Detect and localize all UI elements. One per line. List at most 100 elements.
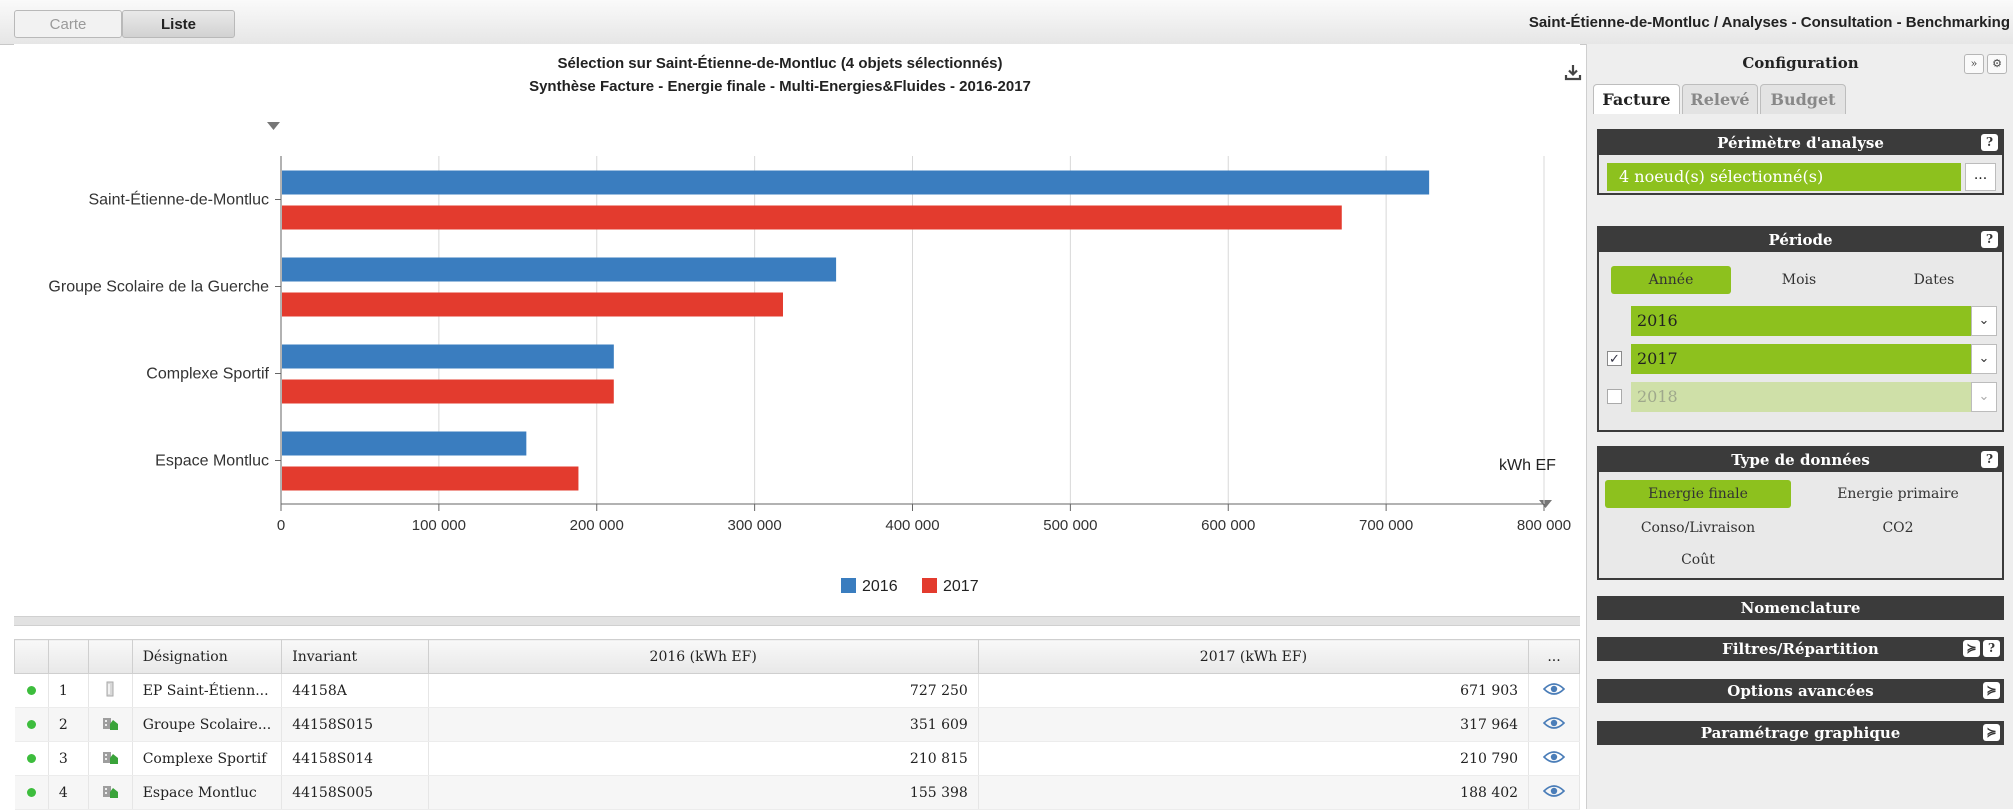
row-value-2017: 188 402: [978, 775, 1530, 810]
table-row[interactable]: 3 Complexe Sportif 44158S014 210 815 210 790: [14, 741, 1580, 776]
period-option-dates[interactable]: Dates: [1913, 272, 1955, 288]
status-dot: [14, 741, 49, 776]
help-icon[interactable]: ?: [1983, 640, 2000, 657]
type-option-conso-livraison[interactable]: Conso/Livraison: [1640, 520, 1756, 536]
expand-icon[interactable]: ≽: [1983, 724, 2000, 741]
col-designation[interactable]: Désignation: [131, 639, 283, 674]
year-row-2017: ✓ 2017 ⌄: [1607, 344, 1997, 374]
building-icon: [88, 775, 133, 810]
perimetre-selection[interactable]: 4 noeud(s) sélectionné(s): [1607, 163, 1961, 191]
row-index: 1: [48, 673, 89, 708]
legend-swatch-2016: [841, 578, 856, 593]
bar-2017-3[interactable]: [282, 466, 579, 491]
section-filtres-repartition[interactable]: Filtres/Répartition ≽ ?: [1597, 637, 2004, 661]
year-select-2018: 2018: [1631, 382, 1971, 412]
year-checkbox-2017[interactable]: ✓: [1607, 351, 1622, 367]
type-option-cout[interactable]: Coût: [1681, 552, 1715, 568]
download-icon[interactable]: [1562, 62, 1584, 84]
status-dot: [14, 775, 49, 810]
configuration-panel: Configuration » ⚙ Facture Relevé Budget …: [1586, 44, 2013, 809]
legend-label-2016[interactable]: 2016: [862, 578, 898, 595]
section-nomenclature[interactable]: Nomenclature: [1597, 596, 2004, 620]
perimetre-title: Périmètre d'analyse: [1717, 134, 1884, 152]
tab-facture[interactable]: Facture: [1593, 84, 1680, 114]
year-row-2016: 2016 ⌄: [1607, 306, 1997, 336]
period-option-mois[interactable]: Mois: [1781, 272, 1817, 288]
chevron-down-icon[interactable]: ⌄: [1971, 344, 1997, 374]
section-parametrage-graphique[interactable]: Paramétrage graphique ≽: [1597, 721, 2004, 745]
period-option-annee[interactable]: Année: [1611, 266, 1731, 294]
status-dot: [14, 707, 49, 742]
perimetre-header[interactable]: Périmètre d'analyse ?: [1599, 131, 2002, 155]
top-bar: Carte Liste Saint-Étienne-de-Montluc / A…: [0, 0, 2013, 45]
periode-header[interactable]: Période ?: [1599, 228, 2002, 252]
row-value-2017: 210 790: [978, 741, 1530, 776]
x-tick-label: 600 000: [1201, 517, 1255, 534]
help-icon[interactable]: ?: [1981, 134, 1998, 151]
type-option-energie-primaire[interactable]: Energie primaire: [1837, 486, 1959, 502]
row-value-2016: 210 815: [428, 741, 979, 776]
settings-icon[interactable]: ⚙: [1987, 54, 2007, 74]
row-value-2017: 671 903: [978, 673, 1530, 708]
help-icon[interactable]: ?: [1981, 231, 1998, 248]
section-options-avancees[interactable]: Options avancées ≽: [1597, 679, 2004, 703]
chevron-down-icon: ⌄: [1971, 382, 1997, 412]
col-invariant[interactable]: Invariant: [281, 639, 429, 674]
type-option-co2[interactable]: CO2: [1882, 520, 1914, 536]
perimetre-more-button[interactable]: ...: [1965, 163, 1996, 191]
plot-area: 0 100 000 200 000 300 000 400 000 500 000 600 …: [48, 156, 1571, 534]
periode-title: Période: [1768, 231, 1833, 249]
table-row[interactable]: 4 Espace Montluc 44158S005 155 398 188 402: [14, 775, 1580, 810]
filtres-title: Filtres/Répartition: [1722, 640, 1879, 658]
row-designation: Espace Montluc: [132, 775, 283, 810]
table-row[interactable]: 2 Groupe Scolaire... 44158S015 351 609 317 9…: [14, 707, 1580, 742]
row-index: 4: [48, 775, 89, 810]
collapse-panel-icon[interactable]: »: [1964, 54, 1984, 74]
section-type-donnees: Type de données ? Energie finale Energie…: [1597, 446, 2004, 580]
tab-liste[interactable]: Liste: [122, 10, 235, 38]
row-value-2017: 317 964: [978, 707, 1530, 742]
bar-2016-3[interactable]: [282, 431, 527, 456]
x-tick-label: 100 000: [412, 517, 466, 534]
table-row[interactable]: 1 EP Saint-Étienn... 44158A 727 250 671 903: [14, 673, 1580, 708]
bar-2016-0[interactable]: [282, 170, 1430, 195]
bar-2016-1[interactable]: [282, 257, 837, 282]
expand-icon[interactable]: ≽: [1963, 640, 1980, 657]
y-axis-menu-icon[interactable]: [267, 122, 280, 130]
eye-icon[interactable]: [1528, 741, 1580, 776]
type-donnees-header[interactable]: Type de données ?: [1599, 448, 2002, 472]
type-option-energie-finale[interactable]: Energie finale: [1605, 480, 1791, 508]
panel-splitter[interactable]: [14, 616, 1580, 626]
table-header-row: Désignation Invariant 2016 (kWh EF) 2017…: [14, 639, 1580, 674]
section-periode: Période ? Année Mois Dates 2016 ⌄ ✓ 2017…: [1597, 226, 2004, 432]
chevron-down-icon[interactable]: ⌄: [1971, 306, 1997, 336]
col-2017[interactable]: 2017 (kWh EF): [977, 639, 1530, 674]
section-perimetre: Périmètre d'analyse ? 4 noeud(s) sélecti…: [1597, 129, 2004, 195]
year-select-2017[interactable]: 2017: [1631, 344, 1971, 374]
data-table: Désignation Invariant 2016 (kWh EF) 2017…: [14, 639, 1580, 810]
bar-2017-1[interactable]: [282, 292, 783, 317]
legend-label-2017[interactable]: 2017: [943, 578, 979, 595]
x-unit-label: kWh EF: [1499, 457, 1556, 474]
bar-2017-0[interactable]: [282, 205, 1342, 230]
bar-chart: Sélection sur Saint-Étienne-de-Montluc (…: [48, 55, 1571, 595]
expand-icon[interactable]: ≽: [1983, 682, 2000, 699]
x-tick-label: 500 000: [1043, 517, 1097, 534]
help-icon[interactable]: ?: [1981, 451, 1998, 468]
x-tick-label: 0: [277, 517, 285, 534]
tab-carte[interactable]: Carte: [14, 10, 122, 38]
eye-icon[interactable]: [1528, 673, 1580, 708]
year-checkbox-2018[interactable]: [1607, 389, 1622, 404]
bar-2016-2[interactable]: [282, 344, 614, 369]
year-select-2016[interactable]: 2016: [1631, 306, 1971, 336]
col-2016[interactable]: 2016 (kWh EF): [427, 639, 979, 674]
tab-budget[interactable]: Budget: [1760, 84, 1846, 114]
x-axis-menu-icon[interactable]: [1539, 500, 1552, 508]
eye-icon[interactable]: [1528, 775, 1580, 810]
tab-releve[interactable]: Relevé: [1682, 84, 1758, 114]
col-menu[interactable]: ...: [1528, 639, 1580, 674]
eye-icon[interactable]: [1528, 707, 1580, 742]
x-tick-label: 400 000: [885, 517, 939, 534]
bar-2017-2[interactable]: [282, 379, 614, 404]
chart-legend: 2016 2017: [841, 578, 979, 595]
